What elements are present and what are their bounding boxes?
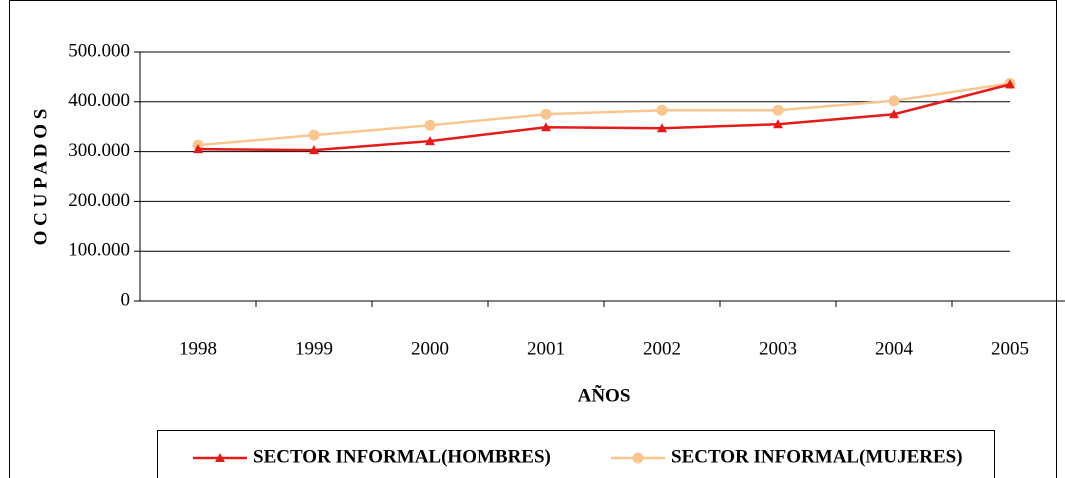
x-tick-label: 2002 bbox=[643, 338, 681, 359]
legend bbox=[157, 430, 995, 478]
y-tick-label: 400.000 bbox=[68, 90, 130, 111]
data-point bbox=[425, 136, 435, 146]
data-point bbox=[773, 119, 783, 129]
data-point bbox=[540, 108, 552, 120]
x-tick-label: 2005 bbox=[991, 338, 1029, 359]
data-point bbox=[308, 129, 320, 141]
legend-marker bbox=[632, 452, 644, 464]
data-point bbox=[309, 145, 319, 155]
legend-label: SECTOR INFORMAL(HOMBRES) bbox=[253, 446, 551, 467]
series-line bbox=[197, 82, 1011, 147]
data-point bbox=[888, 95, 900, 107]
y-tick-label: 500.000 bbox=[68, 40, 130, 61]
data-point bbox=[424, 119, 436, 131]
x-tick-label: 2004 bbox=[875, 338, 914, 359]
legend-label: SECTOR INFORMAL(MUJERES) bbox=[671, 446, 963, 467]
data-point bbox=[889, 109, 899, 119]
data-point bbox=[772, 104, 784, 116]
data-point bbox=[193, 144, 203, 154]
x-tick-label: 2000 bbox=[411, 338, 449, 359]
x-axis-label: AÑOS bbox=[578, 384, 631, 406]
y-tick-label: 200.000 bbox=[68, 190, 130, 211]
x-tick-label: 1998 bbox=[179, 338, 217, 359]
series-line bbox=[197, 83, 1011, 152]
y-tick-label: 0 bbox=[121, 289, 131, 310]
x-tick-label: 2003 bbox=[759, 338, 797, 359]
y-tick-label: 100.000 bbox=[68, 240, 130, 261]
data-point bbox=[656, 104, 668, 116]
x-tick-label: 1999 bbox=[295, 338, 333, 359]
y-axis-label: O C U P A D O S bbox=[30, 109, 51, 246]
legend-marker bbox=[215, 453, 225, 462]
chart-border bbox=[9, 0, 1057, 478]
x-tick-label: 2001 bbox=[527, 338, 565, 359]
data-point bbox=[657, 123, 667, 133]
y-tick-label: 300.000 bbox=[68, 140, 130, 161]
data-point bbox=[541, 122, 551, 132]
data-point bbox=[1005, 79, 1015, 89]
